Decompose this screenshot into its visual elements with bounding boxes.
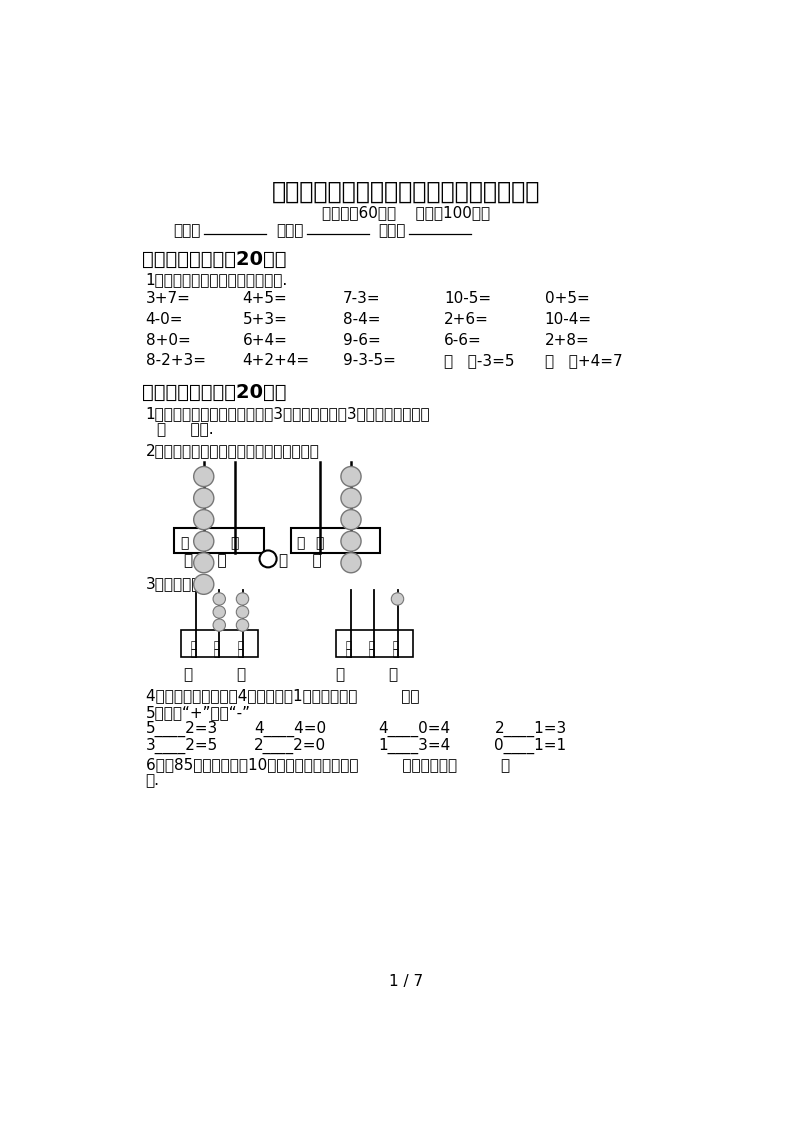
Circle shape	[193, 467, 214, 487]
Text: 个: 个	[347, 536, 354, 550]
Circle shape	[341, 553, 361, 572]
Bar	[335, 629, 413, 657]
Text: 5+3=: 5+3=	[243, 312, 287, 327]
Text: 8-4=: 8-4=	[343, 312, 381, 327]
Text: 9-3-5=: 9-3-5=	[343, 353, 396, 368]
Text: 分数：: 分数：	[378, 223, 405, 238]
Circle shape	[213, 606, 225, 618]
Text: 4-0=: 4-0=	[146, 312, 183, 327]
Text: 1____3=4: 1____3=4	[378, 737, 450, 754]
Text: 10-5=: 10-5=	[444, 291, 491, 306]
Text: 7-3=: 7-3=	[343, 291, 381, 306]
Circle shape	[193, 553, 214, 572]
Text: 4____4=0: 4____4=0	[254, 720, 326, 737]
Text: 0____1=1: 0____1=1	[494, 737, 566, 754]
Text: 百: 百	[297, 536, 305, 550]
Text: 4+2+4=: 4+2+4=	[243, 353, 309, 368]
Text: 2、根据计数器先写出得数，再比较大小。: 2、根据计数器先写出得数，再比较大小。	[146, 443, 320, 459]
Text: 二、填空题。（內20分）: 二、填空题。（內20分）	[142, 384, 286, 403]
Text: 部编版一年级数学下册期末考试及答案免费: 部编版一年级数学下册期末考试及答案免费	[272, 180, 540, 203]
Text: 十: 十	[369, 640, 375, 649]
Text: 1 / 7: 1 / 7	[389, 974, 423, 988]
Circle shape	[341, 531, 361, 551]
Text: 位: 位	[190, 647, 197, 657]
Text: （     ）: （ ）	[279, 553, 321, 568]
Text: 位: 位	[369, 647, 375, 657]
Circle shape	[391, 592, 404, 605]
Text: 10-4=: 10-4=	[545, 312, 592, 327]
Text: 班级：: 班级：	[173, 223, 200, 238]
Circle shape	[213, 619, 225, 632]
Text: 8-2+3=: 8-2+3=	[146, 353, 205, 368]
Circle shape	[236, 592, 249, 605]
Bar	[290, 528, 381, 553]
Text: （   ）+4=7: （ ）+4=7	[545, 353, 623, 368]
Circle shape	[193, 531, 214, 551]
Circle shape	[341, 488, 361, 508]
Circle shape	[193, 509, 214, 530]
Text: （   ）-3=5: （ ）-3=5	[444, 353, 515, 368]
Text: 3____2=5: 3____2=5	[146, 737, 218, 754]
Circle shape	[213, 592, 225, 605]
Text: （     ）盘.: （ ）盘.	[157, 422, 214, 436]
Bar	[174, 528, 264, 553]
Text: 1、哥哥和弟弟下棋，哥哥下了3盘，弟弟也下了3盘，他们一共下了: 1、哥哥和弟弟下棋，哥哥下了3盘，弟弟也下了3盘，他们一共下了	[146, 406, 431, 422]
Text: 百: 百	[190, 640, 197, 649]
Text: 4+5=: 4+5=	[243, 291, 287, 306]
Text: 3+7=: 3+7=	[146, 291, 190, 306]
Text: 2+6=: 2+6=	[444, 312, 488, 327]
Text: 2____2=0: 2____2=0	[254, 737, 326, 754]
Text: 十: 十	[316, 536, 324, 550]
Text: 6、有85个乒乓球，每10个装一袋，可以装满（         ）袋，还剩（         ）: 6、有85个乒乓球，每10个装一袋，可以装满（ ）袋，还剩（ ）	[146, 757, 510, 773]
Text: 百: 百	[181, 536, 189, 550]
Text: 位: 位	[392, 647, 398, 657]
Text: 个: 个	[237, 640, 243, 649]
Text: 十: 十	[199, 536, 208, 550]
Text: 2____1=3: 2____1=3	[494, 720, 567, 737]
Text: 个.: 个.	[146, 773, 159, 788]
Text: 十: 十	[214, 640, 220, 649]
Text: （     ）: （ ）	[185, 553, 227, 568]
Text: （         ）: （ ）	[335, 666, 397, 682]
Text: 姓名：: 姓名：	[276, 223, 303, 238]
Circle shape	[193, 488, 214, 508]
Text: （时间：60分钟    分数：100分）: （时间：60分钟 分数：100分）	[322, 205, 490, 221]
Circle shape	[341, 509, 361, 530]
Text: 位: 位	[346, 647, 351, 657]
Text: 5____2=3: 5____2=3	[146, 720, 218, 737]
Text: 百: 百	[346, 640, 351, 649]
Text: 4____0=4: 4____0=4	[378, 720, 450, 737]
Text: 位: 位	[237, 647, 243, 657]
Text: 8+0=: 8+0=	[146, 332, 190, 348]
Bar	[181, 629, 258, 657]
Text: 一、计算小能手（20分）: 一、计算小能手（20分）	[142, 250, 286, 269]
Circle shape	[259, 551, 277, 568]
Text: 个: 个	[392, 640, 398, 649]
Circle shape	[236, 606, 249, 618]
Text: 个: 个	[230, 536, 239, 550]
Text: 1、细心算，你一定能算得对又快.: 1、细心算，你一定能算得对又快.	[146, 272, 288, 287]
Circle shape	[236, 619, 249, 632]
Circle shape	[341, 467, 361, 487]
Text: 4、一个数，个位上是4，十位上是1，这个数是（         ）。: 4、一个数，个位上是4，十位上是1，这个数是（ ）。	[146, 688, 419, 703]
Text: 位: 位	[214, 647, 220, 657]
Text: 5、填上“+”或者“-”: 5、填上“+”或者“-”	[146, 706, 251, 720]
Text: 0+5=: 0+5=	[545, 291, 589, 306]
Text: 6+4=: 6+4=	[243, 332, 287, 348]
Circle shape	[193, 574, 214, 595]
Text: 6-6=: 6-6=	[444, 332, 482, 348]
Text: （         ）: （ ）	[185, 666, 247, 682]
Text: 9-6=: 9-6=	[343, 332, 381, 348]
Text: 2+8=: 2+8=	[545, 332, 589, 348]
Text: 3、看图写数。: 3、看图写数。	[146, 576, 210, 591]
